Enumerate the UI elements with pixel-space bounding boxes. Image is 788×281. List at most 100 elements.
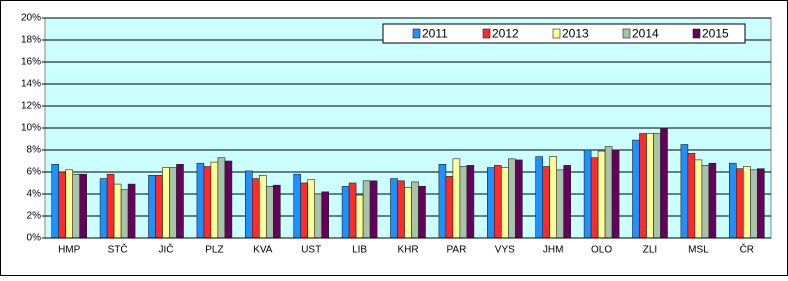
y-tick-label: 12% [21, 101, 41, 112]
x-tick-label: STČ [108, 243, 128, 256]
bar [459, 166, 468, 239]
bar [224, 160, 233, 239]
bar [708, 162, 717, 239]
bar [411, 181, 419, 239]
bar [604, 146, 613, 239]
bar [148, 175, 156, 239]
bar [369, 180, 378, 239]
bar [404, 187, 412, 239]
bar [307, 179, 316, 239]
bar [203, 166, 212, 239]
x-tick-label: ČR [740, 243, 754, 256]
bar [51, 164, 60, 239]
bar [445, 176, 454, 239]
bar [500, 167, 509, 239]
x-tick-label: UST [301, 245, 321, 256]
bar [556, 169, 565, 239]
bar [653, 133, 661, 239]
bar [735, 168, 744, 239]
bar [265, 186, 274, 239]
y-tick-label: 14% [21, 79, 41, 90]
bar [79, 173, 87, 239]
bar [563, 165, 572, 239]
bar [390, 178, 398, 239]
x-tick-label: KHR [397, 245, 418, 256]
bar [639, 133, 647, 239]
legend-label: 2011 [422, 27, 448, 41]
bar [728, 162, 737, 239]
bar [756, 168, 765, 239]
bar [252, 178, 260, 239]
bar [632, 139, 640, 239]
bar [535, 156, 544, 239]
x-tick-label: PAR [446, 245, 466, 256]
legend-swatch [412, 28, 421, 39]
legend-swatch [622, 28, 631, 39]
bar [687, 153, 696, 239]
bar [176, 164, 184, 239]
bar [293, 173, 302, 239]
y-tick-label: 8% [27, 145, 42, 156]
legend-label: 2014 [632, 27, 659, 41]
legend-label: 2012 [492, 27, 519, 41]
bar [321, 191, 330, 239]
x-tick-label: HMP [58, 245, 81, 256]
bar [749, 169, 758, 239]
bar [397, 180, 405, 239]
y-tick-label: 18% [21, 35, 41, 46]
bar [362, 180, 371, 239]
bar [486, 167, 495, 239]
bar [646, 133, 654, 239]
bar [196, 162, 205, 239]
bar [127, 183, 136, 239]
bar [438, 164, 447, 239]
bar [742, 166, 751, 239]
bar [466, 165, 475, 239]
x-tick-label: ZLI [643, 245, 657, 256]
bar [72, 173, 80, 239]
bar [120, 189, 129, 239]
x-tick-label: KVA [253, 245, 273, 256]
y-tick-label: 0% [27, 233, 42, 244]
bar [507, 158, 516, 239]
bar [210, 161, 219, 239]
bar [99, 178, 108, 239]
bar [348, 182, 357, 239]
bar [549, 156, 558, 239]
bar [245, 170, 253, 239]
bar [542, 166, 551, 239]
y-tick-label: 2% [27, 211, 42, 222]
x-tick-label: LIB [352, 245, 367, 256]
x-tick-label: OLO [591, 245, 612, 256]
bar [660, 127, 668, 239]
bar [314, 193, 323, 239]
bar [217, 157, 226, 239]
y-tick-label: 4% [27, 189, 42, 200]
x-tick-label: JHM [543, 245, 564, 256]
bar [680, 144, 689, 239]
bar [113, 183, 122, 239]
y-tick-label: 20% [21, 13, 41, 24]
legend-swatch [552, 28, 561, 39]
bar [106, 173, 115, 239]
x-tick-label: MSL [688, 245, 709, 256]
x-tick-label: VYS [495, 245, 515, 256]
bar [162, 167, 170, 239]
bar [452, 158, 461, 239]
legend-swatch [692, 28, 701, 39]
legend-swatch [482, 28, 491, 39]
bar [300, 182, 309, 239]
bar [514, 159, 523, 239]
bar [169, 167, 177, 239]
legend-label: 2015 [702, 27, 729, 41]
bar [611, 149, 620, 239]
legend-box [382, 23, 746, 44]
y-tick-label: 6% [27, 167, 42, 178]
bar [418, 186, 426, 239]
bar [701, 165, 710, 239]
y-tick-label: 16% [21, 57, 41, 68]
bar [597, 150, 606, 239]
bar [258, 175, 267, 239]
x-tick-label: JIČ [159, 243, 174, 256]
